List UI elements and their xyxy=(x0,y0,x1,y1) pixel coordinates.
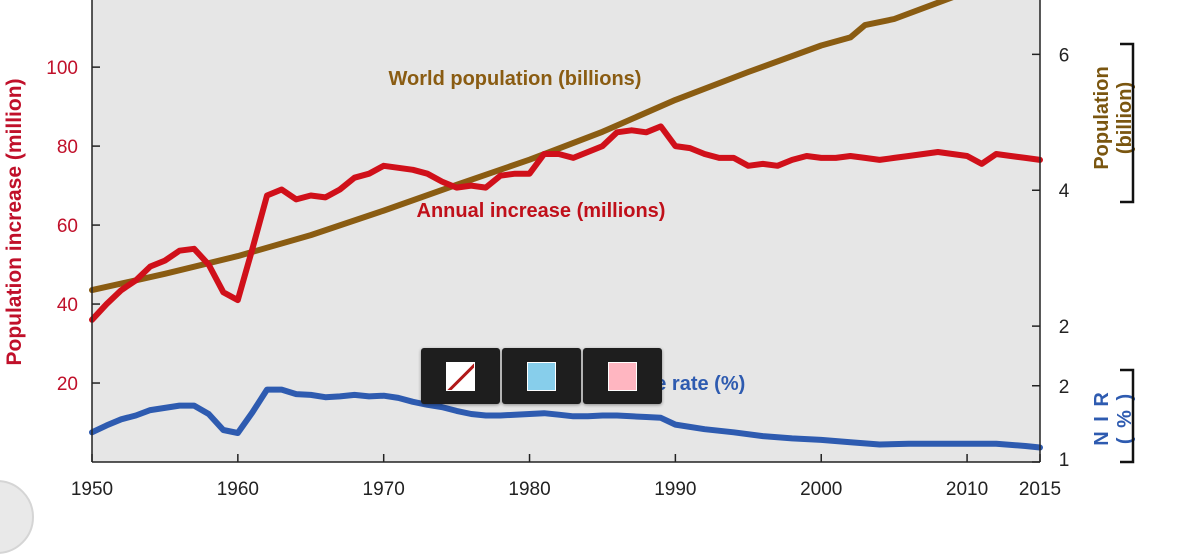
chart: Population increase (million) Population… xyxy=(3,0,1136,500)
highlight-pink-button[interactable] xyxy=(583,348,662,404)
right-axis-nir-label-2: ( % ) xyxy=(1114,392,1136,444)
x-tick-label: 2015 xyxy=(1019,479,1061,500)
x-tick-label: 1950 xyxy=(71,479,113,500)
population-bracket xyxy=(1120,42,1135,204)
highlight-toolbar xyxy=(421,348,662,404)
pink-swatch-icon xyxy=(608,361,637,391)
right-axis-population-label-1: Population xyxy=(1091,66,1113,169)
left-tick-label: 80 xyxy=(57,137,78,158)
nir-tick-label: 1 xyxy=(1059,450,1070,471)
series-lines xyxy=(89,0,1043,451)
increase-series-label: Annual increase (millions) xyxy=(417,200,666,222)
right-axis-nir-label-1: N I R xyxy=(1091,390,1113,446)
x-tick-label: 2010 xyxy=(946,479,988,500)
nir-bracket xyxy=(1120,368,1135,464)
nir-tick-label: 2 xyxy=(1059,377,1070,398)
population-series-label: World population (billions) xyxy=(389,68,642,90)
population-tick-label: 4 xyxy=(1059,181,1070,202)
left-tick-label: 40 xyxy=(57,295,78,316)
population-tick-label: 6 xyxy=(1059,45,1070,66)
x-tick-label: 1960 xyxy=(217,479,259,500)
x-tick-label: 2000 xyxy=(800,479,842,500)
left-axis-label: Population increase (million) xyxy=(3,78,26,365)
axis-ticks: 1950 1960 1970 1980 1990 2000 2010 2015 20 40 60 80… xyxy=(46,45,1069,500)
slash-icon xyxy=(446,361,475,391)
left-tick-label: 100 xyxy=(46,58,78,79)
right-axis-population-label-2: (billion) xyxy=(1114,82,1136,154)
annotate-button[interactable] xyxy=(421,348,500,404)
highlight-blue-button[interactable] xyxy=(502,348,581,404)
x-tick-label: 1990 xyxy=(654,479,696,500)
population-tick-label: 2 xyxy=(1059,317,1070,338)
x-tick-label: 1980 xyxy=(508,479,550,500)
x-tick-label: 1970 xyxy=(363,479,405,500)
annual-increase-line xyxy=(89,123,1043,323)
world-population-line xyxy=(89,0,954,294)
left-tick-label: 60 xyxy=(57,216,78,237)
blue-swatch-icon xyxy=(527,361,556,391)
natural-increase-rate-line xyxy=(89,386,1043,451)
left-tick-label: 20 xyxy=(57,374,78,395)
